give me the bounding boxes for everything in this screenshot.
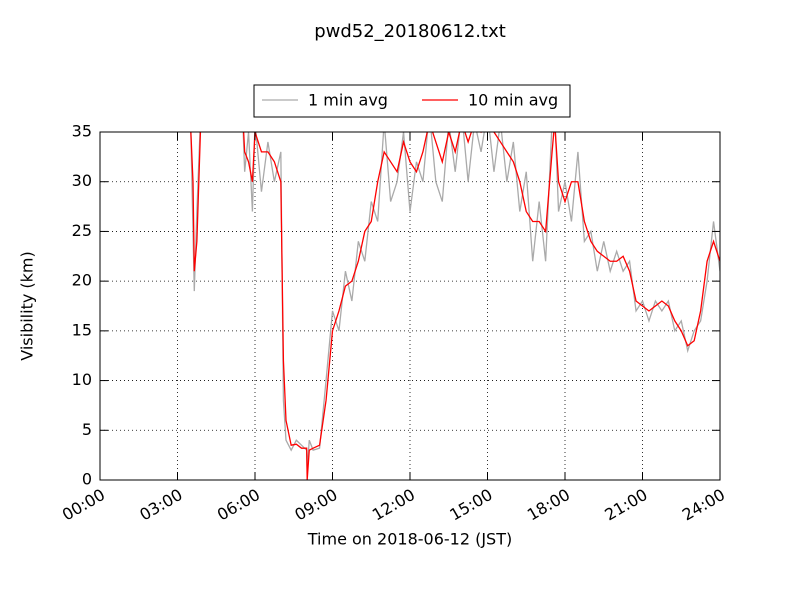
y-tick-label: 20	[72, 271, 92, 290]
series-line	[190, 132, 720, 471]
y-tick-label: 0	[82, 470, 92, 489]
y-tick-label: 5	[82, 420, 92, 439]
y-tick-label: 15	[72, 320, 92, 339]
x-axis-label: Time on 2018-06-12 (JST)	[307, 530, 512, 549]
chart-title: pwd52_20180612.txt	[314, 21, 506, 42]
legend-label: 1 min avg	[308, 91, 388, 110]
y-tick-label: 30	[72, 171, 92, 190]
legend-label: 10 min avg	[468, 91, 558, 110]
y-tick-label: 35	[72, 122, 92, 141]
legend-box	[253, 84, 571, 118]
series-line	[190, 132, 720, 480]
y-tick-label: 10	[72, 370, 92, 389]
y-axis-label: Visibility (km)	[18, 251, 37, 360]
plot-area	[190, 132, 720, 480]
y-tick-label: 25	[72, 221, 92, 240]
legend: 1 min avg 10 min avg	[253, 84, 571, 118]
